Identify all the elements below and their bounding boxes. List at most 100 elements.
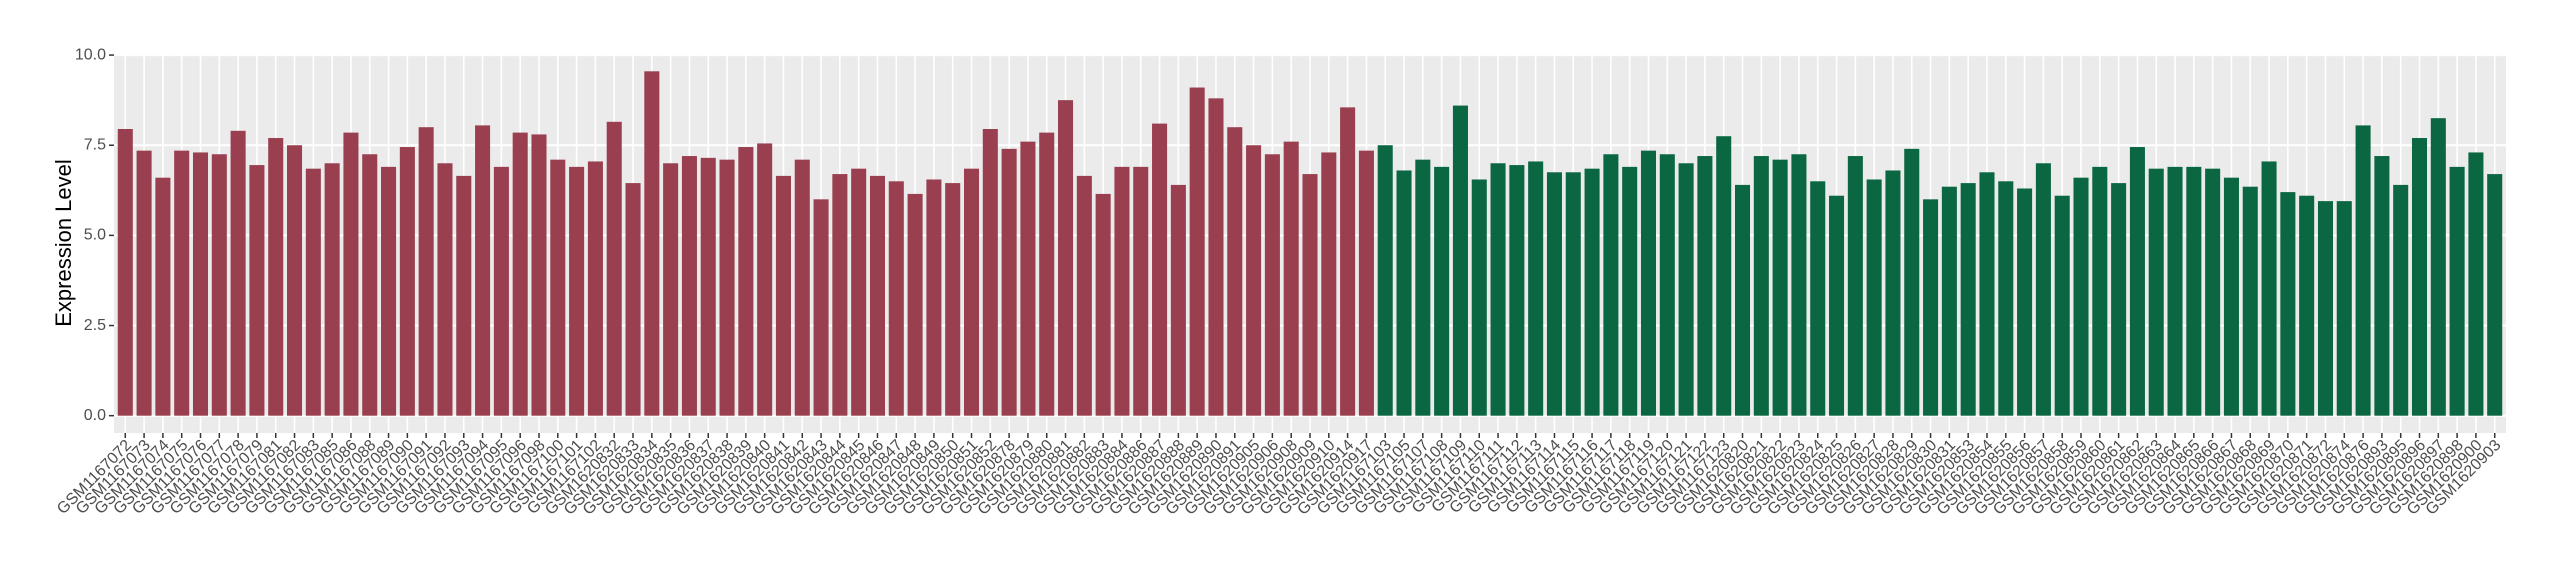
bar — [1377, 145, 1393, 416]
bar — [1979, 172, 1995, 416]
bar — [1810, 181, 1826, 416]
bar — [907, 193, 923, 416]
bar — [211, 154, 227, 416]
bar — [1095, 193, 1111, 416]
bar — [1546, 172, 1562, 416]
bar — [174, 150, 190, 416]
bar — [2111, 183, 2127, 416]
bar — [1471, 179, 1487, 416]
bar — [2092, 166, 2108, 416]
bar — [1640, 150, 1657, 416]
bar — [2317, 201, 2333, 416]
bar — [1584, 168, 1600, 416]
bar — [531, 134, 547, 416]
bar — [1603, 154, 1619, 416]
bar — [1885, 170, 1901, 416]
bar — [813, 199, 829, 416]
bar — [663, 163, 679, 416]
bar — [117, 129, 133, 416]
bar — [587, 161, 603, 416]
bar — [757, 143, 773, 416]
bar — [681, 156, 697, 416]
bar — [1941, 186, 1957, 416]
bar — [2205, 168, 2221, 416]
bar — [1340, 107, 1356, 416]
bar — [1415, 159, 1431, 416]
bar — [888, 181, 904, 416]
bar — [305, 168, 321, 416]
bar — [869, 175, 886, 416]
bar — [287, 145, 303, 416]
bar — [569, 166, 585, 416]
bar — [1452, 105, 1468, 416]
y-tick-label: 0.0 — [84, 407, 106, 424]
bar — [1716, 136, 1732, 416]
bar — [512, 132, 528, 416]
bar — [362, 154, 378, 416]
bar — [2129, 147, 2145, 416]
bar — [343, 132, 359, 416]
bar — [1847, 156, 1863, 416]
bar — [456, 175, 472, 416]
bar — [1829, 195, 1845, 416]
bar — [1114, 166, 1130, 416]
bar — [926, 179, 942, 416]
bar — [1321, 152, 1337, 416]
bar — [775, 175, 791, 416]
bar — [1264, 154, 1280, 416]
bar — [192, 152, 209, 416]
bar — [2280, 192, 2296, 416]
bar — [155, 177, 171, 416]
bar — [2148, 168, 2164, 416]
bar — [1133, 166, 1149, 416]
bar — [1189, 87, 1205, 416]
bar — [832, 174, 848, 416]
bar — [136, 150, 152, 416]
bar — [2299, 195, 2315, 416]
bar — [1170, 184, 1186, 416]
bar — [625, 183, 641, 416]
bar — [644, 71, 660, 416]
bar — [268, 138, 284, 416]
bar — [1039, 132, 1055, 416]
bar — [1020, 141, 1036, 416]
bar — [2242, 186, 2258, 416]
y-tick-label: 10.0 — [75, 46, 106, 63]
bar — [1509, 165, 1525, 416]
bar — [1734, 184, 1751, 416]
bar — [230, 130, 246, 416]
bar — [1678, 163, 1694, 416]
bar — [418, 127, 434, 416]
bar — [1227, 127, 1243, 416]
bar — [381, 166, 397, 416]
bar — [2487, 174, 2503, 416]
bar — [1923, 199, 1939, 416]
bar — [1791, 154, 1807, 416]
bar — [2167, 166, 2183, 416]
bar — [1358, 150, 1374, 416]
bar — [1772, 159, 1788, 416]
bar — [2393, 184, 2409, 416]
bar — [1528, 161, 1544, 416]
y-tick-label: 5.0 — [84, 227, 106, 244]
bar — [851, 168, 867, 416]
bar — [493, 166, 509, 416]
bar — [1904, 148, 1920, 416]
bar — [2017, 188, 2033, 416]
bar — [2186, 166, 2202, 416]
y-tick-label: 2.5 — [84, 317, 106, 334]
bar — [324, 163, 340, 416]
bar — [437, 163, 453, 416]
bar — [2223, 177, 2239, 416]
bar — [2073, 177, 2089, 416]
bar — [2449, 166, 2465, 416]
bar — [1076, 175, 1092, 416]
bar — [606, 121, 622, 416]
bar — [1866, 179, 1882, 416]
y-axis-title: Expression Level — [51, 159, 76, 327]
bar — [2430, 118, 2446, 416]
bar — [1622, 166, 1638, 416]
bar — [1058, 100, 1074, 416]
